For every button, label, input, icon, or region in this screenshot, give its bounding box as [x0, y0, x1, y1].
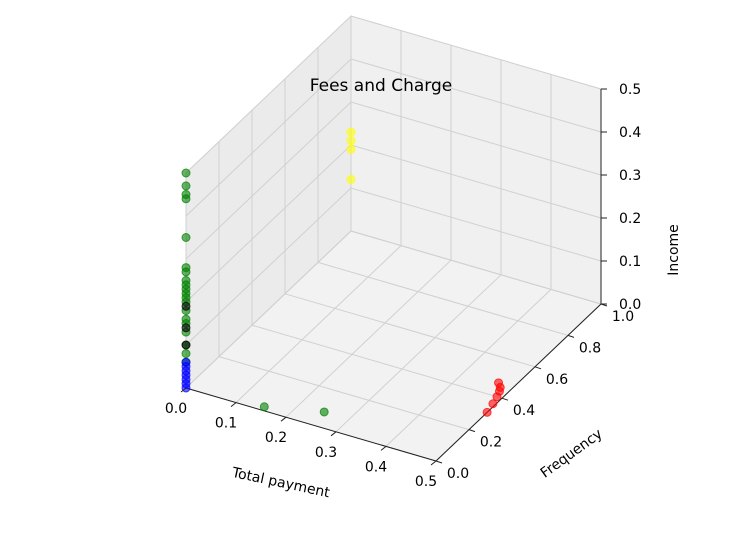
y-tick-label: 0.4: [513, 403, 535, 419]
y-tick-mark: [435, 460, 443, 464]
x-tick-mark: [280, 416, 287, 422]
data-point: [488, 399, 498, 409]
y-grid-line: [317, 47, 569, 336]
data-point: [319, 407, 329, 417]
x-tick-mark: [180, 387, 187, 393]
z-grid-line: [185, 15, 602, 174]
data-point: [181, 349, 191, 359]
data-point: [346, 144, 356, 154]
y-tick-mark: [534, 366, 542, 370]
x-tick-mark: [330, 431, 337, 437]
x-tick-mark: [430, 460, 437, 466]
axis-panes: [185, 14, 602, 462]
z-tick-label: 0.1: [619, 254, 641, 270]
data-point: [346, 136, 356, 146]
x-axis-line: [185, 387, 437, 462]
y-grid-line: [350, 16, 602, 305]
z-tick-label: 0.2: [619, 211, 641, 227]
data-point: [181, 194, 191, 204]
data-point: [181, 181, 191, 191]
data-point: [259, 402, 269, 412]
y-grid-line: [218, 141, 470, 431]
tick-labels: 0.00.10.20.30.40.5 0.00.20.40.60.81.00.00…: [165, 82, 641, 490]
y-axis-label: Frequency: [538, 426, 606, 481]
data-point: [181, 233, 191, 242]
data-point: [181, 340, 191, 350]
y-tick-mark: [501, 397, 509, 401]
y-tick-label: 0.0: [447, 466, 469, 482]
y-axis-line: [435, 303, 602, 462]
x-tick-label: 0.1: [215, 416, 237, 432]
data-point: [181, 323, 191, 333]
z-axis-label: Income: [666, 224, 682, 276]
y-tick-label: 1.0: [612, 309, 634, 325]
y-tick-mark: [567, 334, 575, 338]
x-tick-mark: [380, 446, 387, 451]
y-tick-mark: [468, 429, 476, 433]
z-tick-label: 0.4: [619, 125, 641, 141]
data-points: [181, 127, 505, 417]
data-point: [492, 392, 502, 402]
data-point: [181, 168, 191, 178]
x-tick-label: 0.0: [165, 401, 187, 417]
y-tick-label: 0.6: [546, 372, 568, 388]
x-tick-label: 0.4: [365, 459, 387, 475]
y-grid-line: [284, 78, 536, 368]
axis-lines: [185, 89, 602, 462]
data-point: [482, 407, 492, 417]
x-tick-label: 0.2: [265, 430, 287, 446]
x-tick-label: 0.5: [415, 474, 437, 490]
data-point: [346, 127, 356, 137]
x-tick-mark: [230, 402, 237, 407]
y-grid-line: [251, 110, 503, 399]
y-tick-label: 0.2: [480, 435, 502, 451]
z-tick-label: 0.3: [619, 168, 641, 184]
data-point: [181, 301, 191, 311]
chart-title: Fees and Charge: [310, 76, 452, 96]
data-point: [181, 267, 191, 277]
x-tick-label: 0.3: [315, 445, 337, 461]
x-axis-label: Total payment: [230, 465, 332, 502]
z-tick-label: 0.5: [619, 82, 641, 98]
z-tick-label: 0.0: [619, 297, 641, 313]
data-point: [346, 174, 356, 184]
y-tick-label: 0.8: [579, 340, 601, 356]
